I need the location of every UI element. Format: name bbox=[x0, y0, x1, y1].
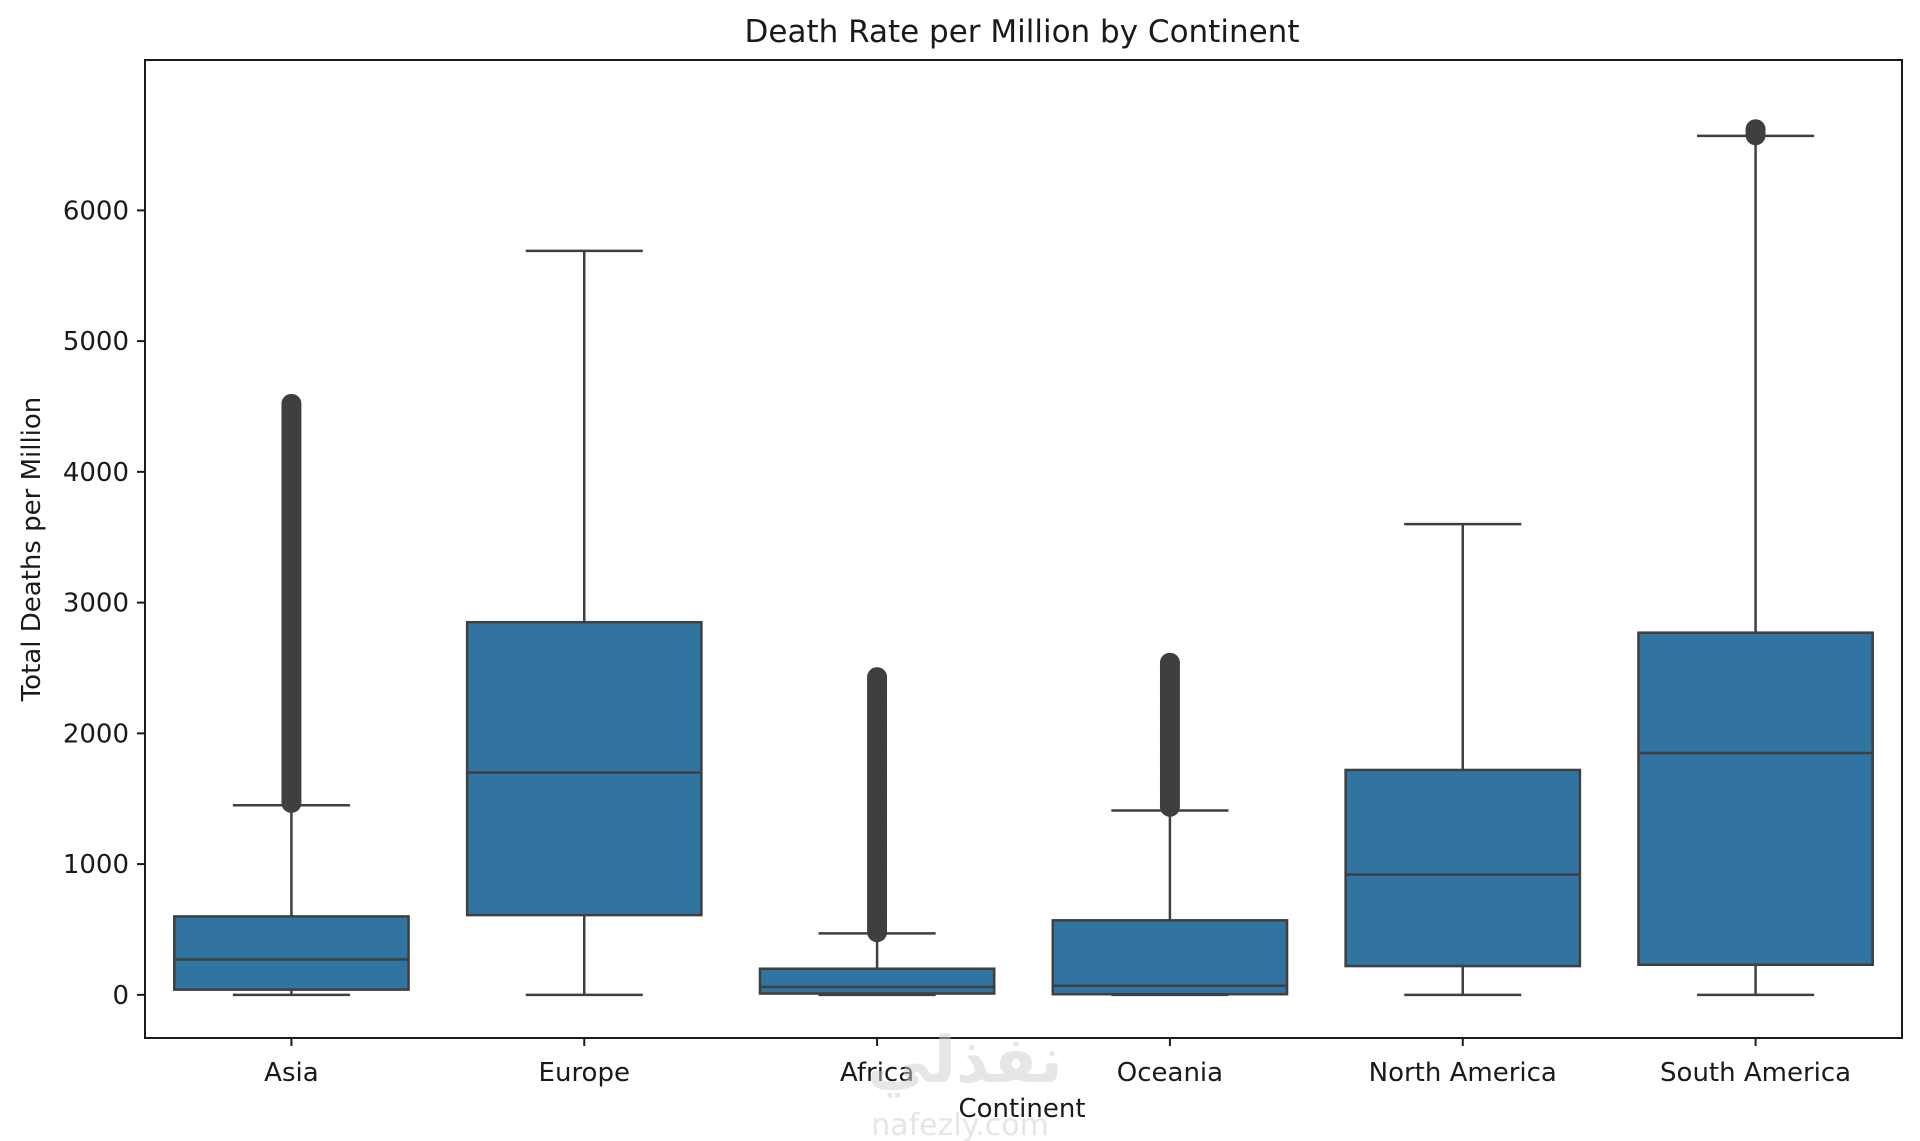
y-tick-label: 5000 bbox=[63, 327, 129, 357]
iqr-box bbox=[173, 915, 410, 991]
outlier-point bbox=[1159, 796, 1180, 817]
outliers bbox=[281, 393, 302, 813]
outliers bbox=[1745, 119, 1766, 146]
box-north-america bbox=[1344, 522, 1582, 997]
iqr-box bbox=[1344, 768, 1582, 968]
iqr-box bbox=[465, 620, 703, 917]
box-oceania bbox=[1051, 652, 1289, 997]
outlier-point bbox=[867, 922, 888, 943]
outliers bbox=[867, 667, 888, 943]
outliers bbox=[1159, 652, 1180, 817]
watermark: نفذلي nafezly.com bbox=[867, 1024, 1063, 1141]
x-axis: Asia Europe Africa Oceania North America Sout… bbox=[264, 1038, 1851, 1088]
boxes-group bbox=[173, 119, 1874, 997]
y-tick-label: 2000 bbox=[63, 719, 129, 749]
x-tick-label: South America bbox=[1660, 1058, 1851, 1088]
x-tick-label: Oceania bbox=[1117, 1058, 1223, 1088]
box-africa bbox=[758, 667, 996, 997]
outlier-point bbox=[281, 792, 302, 813]
y-tick-label: 6000 bbox=[63, 196, 129, 226]
y-axis-label: Total Deaths per Million bbox=[17, 397, 47, 703]
outlier-point bbox=[1745, 125, 1766, 146]
iqr-box bbox=[1637, 631, 1874, 967]
chart-title: Death Rate per Million by Continent bbox=[745, 14, 1300, 50]
x-tick-label: Africa bbox=[840, 1058, 914, 1088]
y-tick-label: 3000 bbox=[63, 589, 129, 619]
iqr-box bbox=[758, 967, 996, 995]
x-tick-label: North America bbox=[1369, 1058, 1557, 1088]
y-tick-label: 0 bbox=[112, 981, 129, 1011]
watermark-arabic: نفذلي bbox=[867, 1024, 1063, 1098]
box-asia bbox=[173, 393, 410, 997]
y-tick-label: 4000 bbox=[63, 458, 129, 488]
y-tick-label: 1000 bbox=[63, 850, 129, 880]
x-tick-label: Europe bbox=[539, 1058, 630, 1088]
x-tick-label: Asia bbox=[264, 1058, 319, 1088]
x-axis-label: Continent bbox=[958, 1094, 1085, 1124]
watermark-latin: nafezly.com bbox=[871, 1108, 1049, 1141]
box-south-america bbox=[1637, 119, 1874, 997]
y-axis: 0 1000 2000 3000 4000 5000 6000 bbox=[63, 196, 145, 1011]
box-europe bbox=[465, 249, 703, 997]
plot-frame bbox=[144, 59, 1903, 1039]
iqr-box bbox=[1051, 919, 1289, 996]
